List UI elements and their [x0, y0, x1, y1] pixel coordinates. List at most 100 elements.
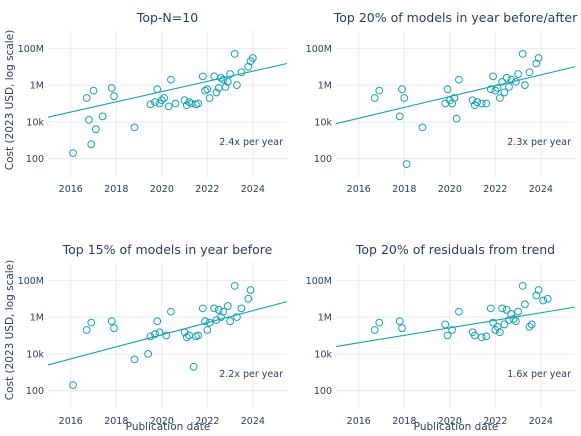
trend-line [47, 301, 288, 366]
data-point [82, 94, 91, 102]
x-tick-label: 2016 [347, 416, 371, 427]
data-point [502, 305, 511, 314]
data-point [521, 81, 529, 90]
data-point [443, 331, 452, 340]
data-point [511, 77, 520, 86]
data-point [514, 307, 522, 316]
data-point [398, 324, 406, 333]
data-point [205, 318, 214, 327]
data-point [500, 88, 509, 97]
data-point [171, 99, 180, 108]
y-tick-label: 10k [314, 349, 332, 360]
data-point [194, 331, 203, 340]
data-point [130, 355, 139, 364]
chart-panel-1: Top-N=10 100 10k 1M 100M 2016 2018 2020 2022 2024… [18, 10, 288, 195]
panel-title: Top 20% of models in year before/after [333, 10, 578, 25]
data-point [518, 282, 527, 290]
data-point [543, 294, 552, 303]
data-point [443, 85, 452, 94]
y-tick-label: 1M [318, 81, 332, 92]
data-point [201, 317, 209, 326]
data-point [514, 70, 522, 78]
data-point [201, 86, 209, 95]
data-point [502, 73, 511, 82]
data-point [509, 315, 518, 323]
y-tick-label: 100 [314, 386, 332, 397]
data-point [82, 326, 91, 334]
y-axis-label-top: Cost (2023 USD, log scale) [4, 30, 16, 170]
data-point [402, 160, 411, 169]
data-point [219, 75, 228, 84]
data-point [205, 94, 214, 102]
x-tick-label: 2018 [104, 184, 128, 195]
data-point [89, 86, 98, 95]
data-point [521, 300, 529, 309]
panel-title: Top 20% of residuals from trend [355, 242, 555, 257]
x-tick-label: 2022 [195, 184, 219, 195]
data-point [498, 304, 507, 313]
data-point [198, 72, 207, 81]
y-tick-label: 10k [26, 117, 44, 128]
data-point [185, 98, 194, 106]
data-point [98, 112, 107, 121]
x-axis-label-right: Publication date [414, 421, 499, 433]
data-point [189, 362, 198, 371]
data-point [198, 304, 207, 313]
x-tick-label: 2022 [483, 184, 507, 195]
data-point [370, 94, 379, 102]
data-point [375, 318, 384, 327]
data-point [153, 85, 162, 94]
data-point [493, 84, 502, 92]
data-point [219, 307, 228, 316]
data-point [107, 84, 116, 92]
data-point [180, 96, 189, 105]
data-point [212, 88, 221, 97]
data-point [246, 286, 255, 294]
x-tick-label: 2024 [241, 184, 265, 195]
data-point [233, 313, 241, 322]
data-point [146, 100, 155, 109]
data-point [85, 115, 93, 124]
data-point [534, 54, 543, 62]
data-point [455, 75, 463, 84]
data-point [230, 50, 239, 58]
data-point [162, 331, 171, 340]
data-point [107, 317, 116, 326]
data-point [486, 304, 495, 313]
data-point [151, 330, 159, 338]
panel-title: Top-N=10 [136, 10, 198, 25]
data-point [505, 83, 513, 91]
data-point [495, 328, 504, 337]
data-point [91, 125, 100, 134]
y-tick-label: 100M [18, 276, 44, 287]
data-point [477, 99, 486, 108]
data-point [87, 140, 96, 149]
y-axis-label-bottom: Cost (2023 USD, log scale) [4, 260, 16, 400]
y-tick-label: 100 [26, 154, 44, 165]
data-point [194, 99, 203, 108]
data-point [448, 326, 456, 334]
data-point [210, 304, 219, 313]
x-tick-label: 2022 [195, 416, 219, 427]
data-point [182, 333, 191, 342]
data-point [248, 54, 257, 62]
y-tick-label: 10k [314, 117, 332, 128]
data-point [244, 294, 253, 303]
data-point [375, 86, 384, 95]
data-point [233, 81, 241, 90]
y-tick-label: 10k [26, 349, 44, 360]
data-point [203, 326, 212, 334]
data-point [226, 70, 234, 78]
data-point [69, 149, 77, 157]
data-point [155, 328, 164, 337]
x-tick-label: 2020 [150, 416, 174, 427]
data-point [468, 96, 477, 105]
data-point [226, 317, 234, 326]
data-point [157, 96, 166, 105]
data-point [210, 72, 219, 81]
data-point [370, 326, 379, 334]
data-point [495, 94, 504, 102]
data-point [167, 307, 175, 316]
y-tick-label: 100M [306, 276, 332, 287]
